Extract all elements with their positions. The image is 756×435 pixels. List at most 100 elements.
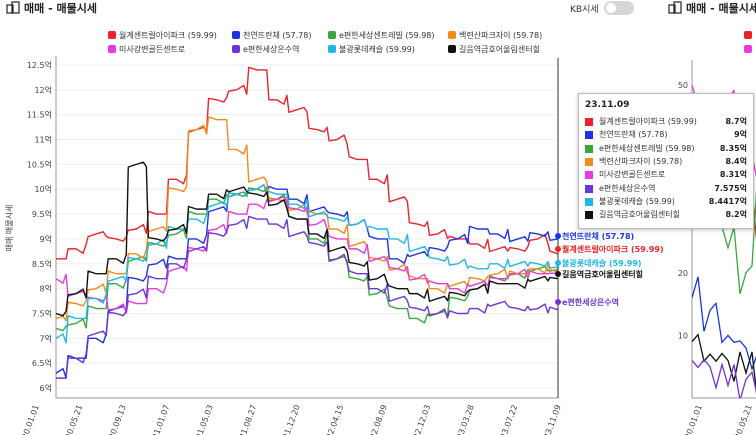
tooltip-row: 백련산파크자이 (59.78) 8.4억 <box>585 156 747 168</box>
end-label: 천연뜨란채 (57.78) <box>562 231 634 241</box>
y-tick-label: 11.5억 <box>27 110 52 120</box>
tooltip-name: 천연뜨란채 (57.78) <box>599 130 668 140</box>
series-line-right <box>692 358 756 398</box>
x-tick-label-right: 20.05.21 <box>733 404 754 435</box>
end-marker <box>555 260 561 266</box>
legend-item[interactable]: 천연뜨란채 (57.78) <box>232 30 312 41</box>
legend-item[interactable]: 불광롯데캐슬 (59.99) <box>328 44 415 55</box>
legend-label: 백련산파크자이 (59.78) <box>459 31 543 40</box>
kb-toggle-label: KB시세 <box>570 5 599 15</box>
series-line <box>55 196 558 314</box>
series-line <box>55 184 559 379</box>
y-tick-label: 9억 <box>40 234 52 244</box>
series-line <box>55 116 559 322</box>
legend-swatch <box>232 45 240 53</box>
building-icon <box>668 1 682 14</box>
x-tick-label: 21.12.20 <box>281 404 302 435</box>
building-icon <box>6 1 20 14</box>
tooltip-swatch <box>585 171 593 180</box>
series-line-right <box>692 276 756 372</box>
legend-label: 길음역금호어울림센터힐 <box>459 45 540 54</box>
x-tick-label: 20.01.01 <box>20 404 41 435</box>
legend-swatch <box>108 31 116 39</box>
y-axis-label: 매매 매물시세 <box>5 205 14 252</box>
x-tick-label: 20.05.21 <box>64 404 85 435</box>
x-tick-label: 22.04.15 <box>325 404 346 435</box>
x-tick-label: 21.08.27 <box>238 404 259 435</box>
tooltip-swatch <box>585 131 593 140</box>
y-tick-label: 6.5억 <box>32 358 52 368</box>
tooltip-name: e편한세상은수역 <box>599 183 656 193</box>
chart-tooltip: 23.11.09 월계센트럴아이파크 (59.99) 8.7억 천연뜨란채 (57.… <box>578 93 754 229</box>
x-tick-label: 23.07.22 <box>499 404 520 435</box>
y-tick-label: 8억 <box>40 284 52 294</box>
x-tick-label: 20.09.13 <box>107 404 128 435</box>
tooltip-row: 길음역금호어울림센터힐 8.2억 <box>585 209 747 221</box>
tooltip-value: 8.4417억 <box>708 196 747 206</box>
y-tick-label: 10.5억 <box>27 159 52 169</box>
tooltip-swatch <box>585 211 593 220</box>
tooltip-swatch <box>585 197 593 206</box>
y-tick-label: 7.5억 <box>32 309 52 319</box>
legend-item[interactable]: 월계센트럴아이파크 (59.99) <box>108 30 217 41</box>
end-label: 길음역금호어울림센터힐 <box>562 269 643 279</box>
tooltip-row: e편한세상은수역 7.575억 <box>585 183 747 195</box>
tooltip-date: 23.11.09 <box>585 100 630 110</box>
tooltip-row: 천연뜨란채 (57.78) 9억 <box>585 129 747 141</box>
series-line <box>55 184 559 344</box>
tooltip-name: e편한세상센트레빌 (59.98) <box>599 143 695 153</box>
legend-item[interactable]: 백련산파크자이 (59.78) <box>448 30 542 41</box>
y-tick-label-right: 10 <box>678 331 688 340</box>
end-marker <box>555 233 561 239</box>
legend-swatch <box>448 31 456 39</box>
legend-swatch <box>232 31 240 39</box>
legend-swatch <box>328 31 336 39</box>
tooltip-row: 미사강변골든센트로 8.31억 <box>585 169 747 181</box>
legend-swatch <box>448 45 456 53</box>
tooltip-row: 불광롯데캐슬 (59.99) 8.4417억 <box>585 196 747 208</box>
legend-label: 천연뜨란채 (57.78) <box>243 31 312 40</box>
series-line <box>55 161 559 317</box>
y-tick-label: 12억 <box>34 85 52 95</box>
x-tick-label: 23.11.09 <box>542 404 563 435</box>
y-tick-label: 8.5억 <box>32 259 52 269</box>
page-title-right: 매매 - 매물시세 <box>686 2 756 15</box>
tooltip-value: 8.35억 <box>719 143 747 153</box>
y-tick-label: 10억 <box>34 184 52 194</box>
y-tick-label-right: 50 <box>678 81 688 90</box>
end-label: 불광롯데캐슬 (59.99) <box>562 258 642 268</box>
kb-toggle[interactable] <box>604 1 634 15</box>
tooltip-swatch <box>585 144 593 153</box>
y-tick-label: 12.5억 <box>27 60 52 70</box>
legend-item[interactable]: e편한세상은수역 <box>232 44 299 55</box>
tooltip-value: 7.575억 <box>714 183 747 193</box>
end-label: e편한세상은수역 <box>562 297 619 307</box>
toggle-knob <box>606 3 616 13</box>
y-tick-label: 6억 <box>40 383 52 393</box>
top-bar: 매매 - 매물시세 KB시세 매매 - 매물시세 <box>0 0 756 18</box>
y-tick-label-right: 20 <box>678 269 688 278</box>
page-title: 매매 - 매물시세 <box>24 2 97 15</box>
end-label: 월계센트럴아이파크 (59.99) <box>562 244 664 254</box>
x-tick-label: 21.01.07 <box>151 404 172 435</box>
x-tick-label: 22.08.09 <box>368 404 389 435</box>
end-marker <box>555 246 561 252</box>
legend-label: 미사강변골든센트로 <box>119 45 186 54</box>
x-tick-label: 21.05.03 <box>194 404 215 435</box>
legend-swatch <box>108 45 116 53</box>
tooltip-row: e편한세상센트레빌 (59.98) 8.35억 <box>585 143 747 155</box>
tooltip-name: 불광롯데캐슬 (59.99) <box>599 196 675 206</box>
legend-label: 불광롯데캐슬 (59.99) <box>339 45 415 54</box>
tooltip-value: 8.31억 <box>719 170 747 180</box>
legend-item[interactable]: 길음역금호어울림센터힐 <box>448 44 540 55</box>
x-tick-label: 22.12.03 <box>412 404 433 435</box>
tooltip-name: 월계센트럴아이파크 (59.99) <box>599 117 697 126</box>
legend-item[interactable]: 미사강변골든센트로 <box>108 44 185 55</box>
legend-item[interactable]: e편한세상센트레빌 (59.98) <box>328 30 435 41</box>
legend-label: 월계센트럴아이파크 (59.99) <box>119 31 217 40</box>
tooltip-row: 월계센트럴아이파크 (59.99) 8.7억 <box>585 116 747 128</box>
tooltip-swatch <box>585 184 593 193</box>
y-tick-label: 11억 <box>34 135 52 145</box>
series-line <box>56 66 559 260</box>
